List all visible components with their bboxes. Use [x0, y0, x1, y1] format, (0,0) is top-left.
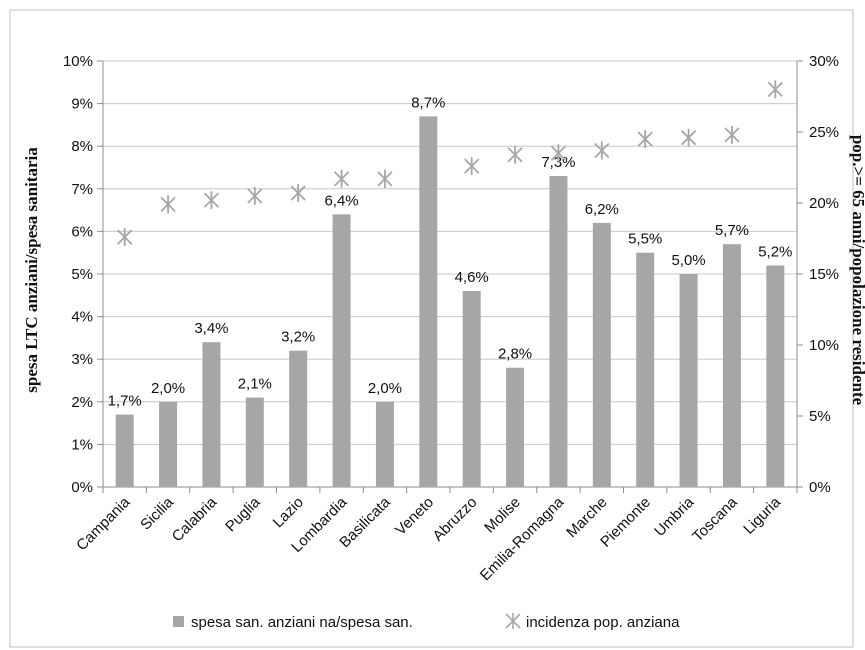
bar [636, 252, 655, 487]
data-labels: 1,7% 2,0% 3,4% 2,1% 3,2% 6,4% 2,0% 8,7% 4,6% 2,8%… [108, 94, 793, 409]
star-point [637, 130, 653, 149]
y-tick-label: 7% [71, 181, 93, 198]
y2-tick-label: 25% [809, 124, 839, 141]
bar [462, 291, 481, 487]
star-point [767, 80, 783, 99]
star-point [550, 144, 567, 163]
data-label: 6,4% [324, 192, 358, 209]
y-tick-label: 0% [71, 479, 93, 496]
star-point [377, 169, 393, 188]
scatter-series [117, 80, 783, 247]
y-tick-label: 1% [71, 436, 93, 453]
data-label: 2,8% [498, 346, 532, 363]
legend-bar-swatch [173, 616, 184, 627]
star-point [290, 184, 306, 203]
legend-star-marker [505, 613, 521, 629]
data-label: 5,7% [715, 222, 749, 239]
legend-bar-label: spesa san. anziani na/spesa san. [191, 614, 413, 631]
star-point [333, 169, 350, 188]
bar [115, 414, 134, 487]
data-label: 2,1% [238, 376, 272, 393]
tick-labels: 0% 1% 2% 3% 4% 5% 6% 7% 8% 9% 10% 0% 5% 10% 15% 20% 25% 3… [63, 53, 839, 496]
y-tick-label: 5% [71, 266, 93, 283]
data-label: 2,0% [151, 380, 185, 397]
star-point [203, 191, 220, 210]
y-tick-label: 6% [71, 223, 93, 240]
data-label: 3,4% [194, 320, 228, 337]
y-tick-label: 9% [71, 96, 93, 113]
bar-series [115, 116, 785, 488]
star-point [247, 186, 263, 205]
bar [549, 176, 568, 487]
star-point [464, 157, 480, 176]
bar [592, 222, 611, 487]
bar [159, 401, 178, 487]
bar [245, 397, 264, 487]
bar [722, 244, 741, 487]
data-label: 1,7% [108, 393, 142, 410]
data-label: 4,6% [455, 269, 489, 286]
y2-tick-label: 0% [809, 479, 831, 496]
y2-tick-label: 30% [809, 53, 839, 70]
star-point [594, 141, 610, 160]
bar [375, 401, 394, 487]
y-tick-label: 2% [71, 394, 93, 411]
data-label: 5,5% [628, 231, 662, 248]
legend: spesa san. anziani na/spesa san. inciden… [173, 613, 680, 631]
data-label: 6,2% [585, 201, 619, 218]
legend-star-label: incidenza pop. anziana [526, 614, 680, 631]
y-tick-label: 3% [71, 351, 93, 368]
bar [332, 214, 351, 488]
star-point [160, 195, 176, 214]
y-axis-title: spesa LTC anziani/spesa sanitaria [22, 147, 41, 393]
y-tick-label: 10% [63, 53, 93, 70]
data-label: 3,2% [281, 329, 315, 346]
data-label: 2,0% [368, 380, 402, 397]
star-point [680, 128, 697, 147]
y2-tick-label: 15% [809, 266, 839, 283]
y2-tick-label: 20% [809, 195, 839, 212]
bar [419, 116, 438, 487]
y-tick-label: 4% [71, 309, 93, 326]
star-point [117, 228, 133, 247]
bar [766, 265, 785, 487]
y2-axis-title: pop.>= 65 anni/popolazione residente [849, 135, 865, 406]
y2-tick-label: 10% [809, 337, 839, 354]
bar [202, 342, 221, 487]
data-label: 8,7% [411, 94, 445, 111]
bar [679, 274, 698, 487]
data-label: 5,2% [758, 243, 792, 260]
star-point [507, 145, 523, 164]
y2-tick-label: 5% [809, 408, 831, 425]
bar [506, 367, 525, 487]
data-label: 5,0% [671, 252, 705, 269]
bar [289, 350, 308, 487]
star-point [724, 125, 740, 144]
y-tick-label: 8% [71, 138, 93, 155]
star-point [420, 167, 436, 186]
data-label: 7,3% [541, 154, 575, 171]
